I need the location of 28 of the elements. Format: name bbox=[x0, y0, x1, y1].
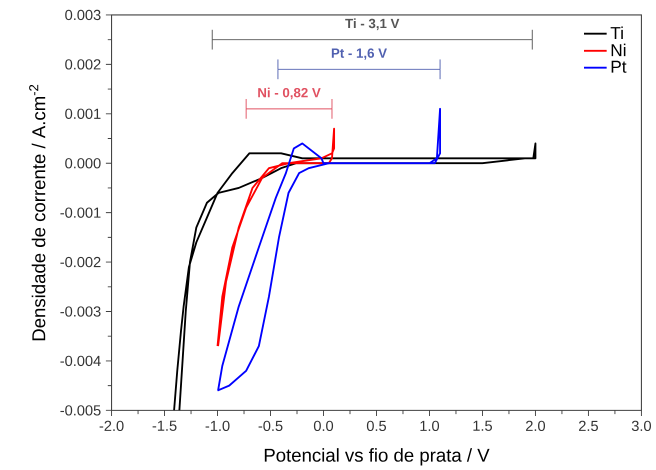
y-tick-label: 0.003 bbox=[65, 10, 101, 20]
y-tick-label: -0.003 bbox=[60, 306, 101, 317]
y-tick-label: 0.002 bbox=[65, 59, 100, 70]
legend-label: Pt bbox=[612, 60, 626, 73]
x-tick-label: 0.5 bbox=[366, 420, 386, 432]
x-tick-label: 0.0 bbox=[314, 420, 334, 432]
x-tick-label: 1.0 bbox=[420, 420, 440, 432]
x-tick-label: 2.5 bbox=[579, 420, 598, 432]
legend-label: Ti bbox=[610, 26, 623, 40]
x-axis-title: Potencial vs fio de prata / V bbox=[264, 448, 490, 466]
x-tick-label: 2.0 bbox=[526, 420, 546, 432]
y-tick-label: 0.000 bbox=[65, 158, 101, 168]
annotation: Ni - 0,82 V bbox=[258, 88, 321, 100]
x-tick-label: -0.5 bbox=[258, 420, 282, 432]
x-tick-label: -1.0 bbox=[206, 420, 230, 432]
x-tick-label: 1.5 bbox=[473, 420, 492, 431]
y-tick-label: -0.005 bbox=[60, 405, 101, 416]
annotation: Ti - 3,1 V bbox=[345, 18, 400, 30]
x-tick-label: 3.0 bbox=[632, 420, 651, 432]
legend-label: Ni bbox=[612, 44, 626, 56]
y-tick-label: -0.001 bbox=[60, 208, 100, 218]
annotation: Pt - 1,6 V bbox=[332, 48, 387, 60]
y-tick-label: -0.004 bbox=[60, 356, 101, 366]
x-tick-label: -1.5 bbox=[152, 420, 177, 431]
y-tick-label: -0.002 bbox=[60, 256, 100, 268]
x-tick-label: -2.0 bbox=[100, 420, 124, 432]
y-tick-label: 0.001 bbox=[65, 108, 100, 120]
y-axis-title: Densidade de corrente / A.cm$^{-2}$ bbox=[29, 84, 46, 340]
